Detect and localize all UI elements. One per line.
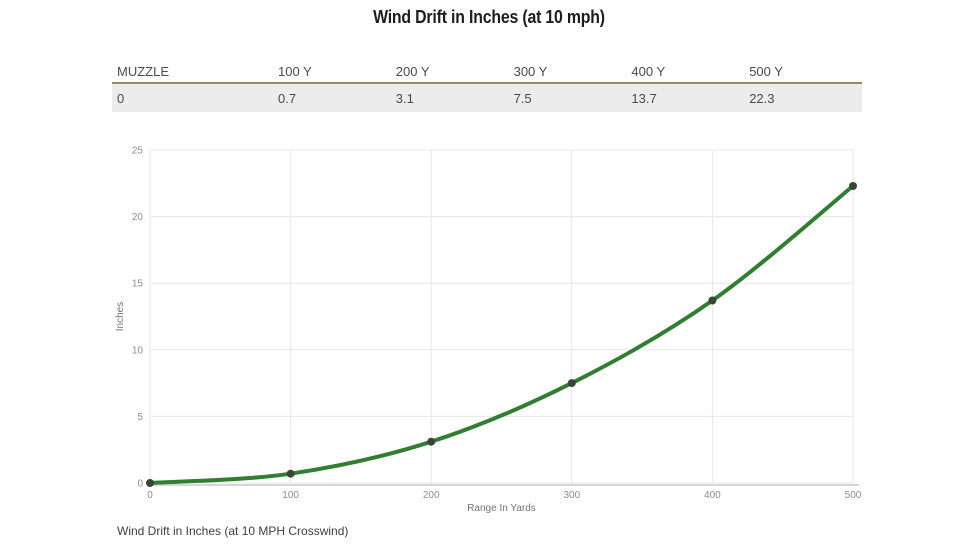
chart-canvas: 0 5 10 15 20 25 0 100 200 300 400 500 Inches Range In… [115, 146, 862, 515]
data-point-marker [708, 296, 717, 305]
table-header-100y: 100 Y [278, 63, 312, 79]
table-header-400y: 400 Y [631, 63, 666, 79]
data-point-marker [567, 379, 576, 388]
x-tick-label: 0 [147, 490, 153, 501]
data-point-marker [146, 479, 154, 487]
table-header-500y: 500 Y [749, 63, 783, 79]
x-tick-label: 200 [423, 490, 440, 501]
x-tick-label: 300 [563, 490, 580, 501]
table-row: 0 0.7 3.1 7.5 13.7 22.3 [112, 84, 862, 112]
x-tick-label: 400 [704, 490, 721, 501]
table-cell-400y: 13.7 [631, 90, 657, 106]
y-tick-label: 10 [132, 345, 144, 356]
y-tick-label: 25 [132, 146, 144, 157]
table-cell-500y: 22.3 [749, 90, 775, 106]
data-point-marker [849, 182, 857, 190]
y-axis-title: Inches [115, 302, 126, 331]
page-title: Wind Drift in Inches (at 10 mph) [373, 7, 605, 27]
table-cell-300y: 7.5 [513, 90, 532, 106]
table-cell-muzzle: 0 [117, 90, 125, 106]
x-axis-title: Range In Yards [467, 503, 536, 514]
y-tick-label: 0 [137, 479, 143, 490]
chart-caption: Wind Drift in Inches (at 10 MPH Crosswin… [117, 524, 349, 538]
series-line [148, 184, 855, 485]
table-header-200y: 200 Y [395, 63, 430, 79]
y-tick-label: 5 [137, 412, 143, 423]
x-tick-label: 500 [845, 490, 862, 501]
table-header-muzzle: MUZZLE [117, 63, 169, 79]
table-header-300y: 300 Y [513, 63, 548, 79]
table-cell-200y: 3.1 [395, 90, 414, 106]
wind-drift-chart: 0 5 10 15 20 25 0 100 200 300 400 500 Inches Range In… [0, 130, 978, 520]
data-point-marker [286, 469, 295, 478]
x-tick-label: 100 [282, 490, 299, 501]
table-header-row: MUZZLE 100 Y 200 Y 300 Y 400 Y 500 Y [112, 60, 862, 84]
table-cell-100y: 0.7 [278, 90, 297, 106]
drift-table: MUZZLE 100 Y 200 Y 300 Y 400 Y 500 Y 0 0… [112, 60, 862, 112]
data-point-marker [427, 437, 436, 446]
y-tick-label: 20 [132, 212, 144, 223]
y-tick-label: 15 [132, 279, 144, 290]
